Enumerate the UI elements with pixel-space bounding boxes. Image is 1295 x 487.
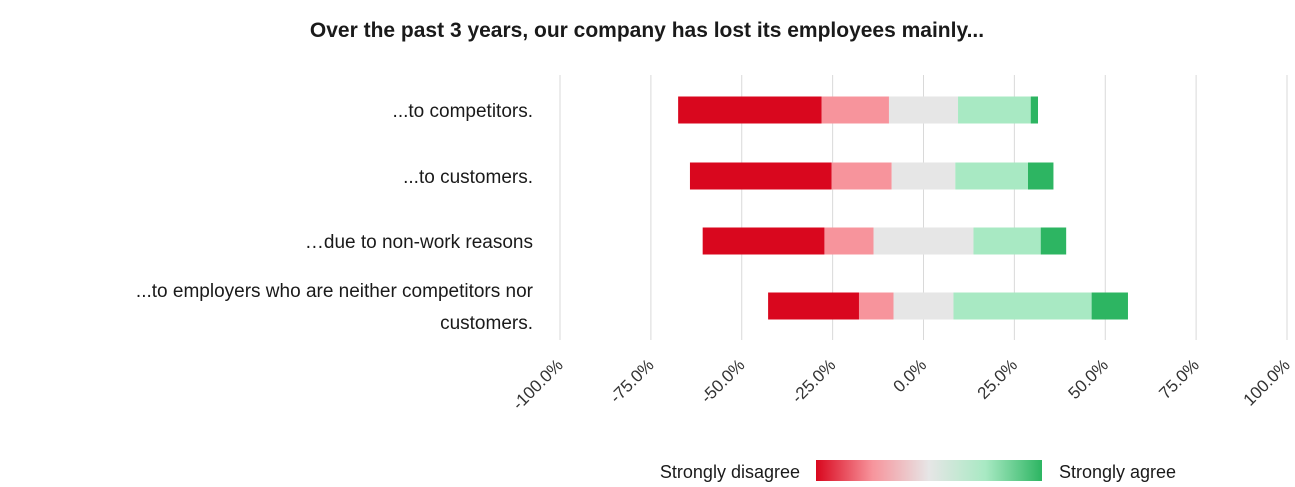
bars	[678, 96, 1128, 320]
category-label-3-line-0: ...to employers who are neither competit…	[136, 281, 534, 302]
x-tick-label-7: 75.0%	[1155, 355, 1203, 403]
bar-strongly-agree-1	[1028, 162, 1054, 190]
x-tick-label-4: 0.0%	[889, 355, 930, 396]
bar-strongly-disagree-3	[768, 292, 859, 320]
legend-gradient-bar	[816, 460, 1042, 481]
category-label-1: ...to customers.	[403, 167, 533, 188]
category-label-0: ...to competitors.	[393, 101, 533, 122]
category-labels: ...to competitors. ...to customers. …due t…	[136, 101, 534, 334]
bar-strongly-disagree-2	[702, 227, 825, 255]
bar-strongly-agree-2	[1040, 227, 1067, 255]
bar-disagree-3	[858, 292, 894, 320]
bar-disagree-0	[821, 96, 889, 124]
x-tick-label-8: 100.0%	[1240, 355, 1294, 409]
x-tick-label-6: 50.0%	[1065, 355, 1113, 403]
x-tick-label-3: -25.0%	[788, 355, 840, 407]
bar-disagree-1	[831, 162, 892, 190]
bar-agree-3	[953, 292, 1092, 320]
x-tick-label-0: -100.0%	[509, 355, 567, 413]
bar-neutral-1	[891, 162, 956, 190]
category-label-3-line-1: customers.	[440, 313, 533, 334]
category-label-2: …due to non-work reasons	[305, 232, 533, 253]
bar-agree-2	[973, 227, 1041, 255]
bar-neutral-3	[893, 292, 954, 320]
bar-strongly-agree-3	[1091, 292, 1128, 320]
x-tick-label-5: 25.0%	[974, 355, 1022, 403]
bar-strongly-disagree-1	[689, 162, 832, 190]
bar-agree-0	[958, 96, 1031, 124]
legend-left-label: Strongly disagree	[660, 462, 800, 482]
bar-disagree-2	[824, 227, 874, 255]
bar-neutral-0	[888, 96, 959, 124]
bar-neutral-2	[873, 227, 974, 255]
chart-title: Over the past 3 years, our company has l…	[310, 19, 984, 42]
legend: Strongly disagree Strongly agree	[660, 460, 1176, 482]
x-tick-label-2: -50.0%	[697, 355, 749, 407]
bar-strongly-agree-0	[1030, 96, 1039, 124]
x-tick-label-1: -75.0%	[606, 355, 658, 407]
bar-agree-1	[955, 162, 1029, 190]
bar-strongly-disagree-0	[678, 96, 822, 124]
x-tick-labels: -100.0% -75.0% -50.0% -25.0% 0.0% 25.0% 50.0% 7…	[509, 355, 1294, 413]
legend-right-label: Strongly agree	[1059, 462, 1176, 482]
